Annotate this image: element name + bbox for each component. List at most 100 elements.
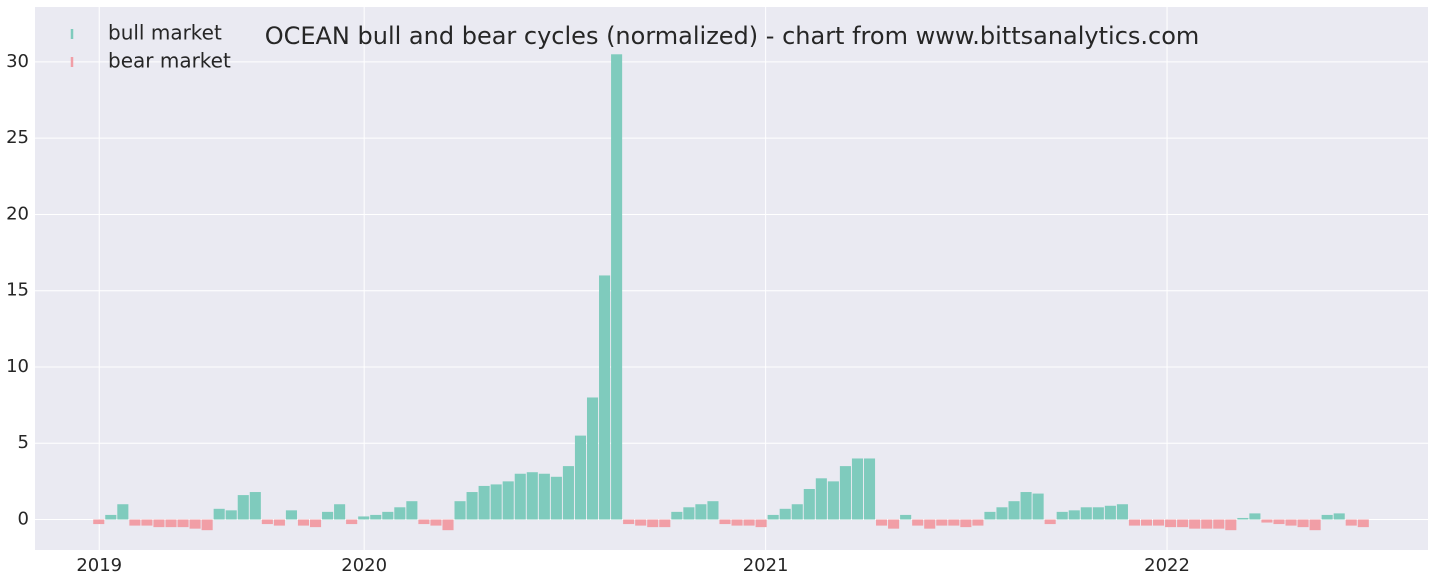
bar [1213, 519, 1225, 529]
bar [309, 519, 322, 528]
bars [93, 54, 1369, 531]
bar [490, 484, 502, 520]
bar [1092, 507, 1104, 520]
bar [695, 504, 707, 520]
bar [586, 397, 599, 520]
bar [225, 510, 237, 520]
bar [1345, 519, 1357, 526]
bar [972, 519, 984, 526]
bar [442, 519, 454, 531]
bar [406, 501, 418, 520]
bar [851, 458, 864, 520]
bar [791, 504, 803, 520]
bar [1333, 513, 1345, 520]
x-tick-label: 2021 [743, 555, 789, 576]
bar [1249, 513, 1261, 520]
bar [382, 511, 394, 520]
bar [261, 519, 273, 525]
bar [1165, 519, 1177, 528]
bar [1128, 519, 1141, 526]
bar [370, 514, 382, 520]
plot-area [35, 7, 1428, 550]
bar [683, 507, 695, 520]
bar [189, 519, 201, 529]
y-tick-label: 5 [18, 432, 29, 453]
bar [514, 473, 526, 520]
bar [599, 275, 611, 520]
bar [888, 519, 900, 529]
bar [1153, 519, 1165, 526]
bar [249, 492, 261, 520]
bar [1008, 501, 1020, 520]
bar [1285, 519, 1297, 526]
bar [1104, 505, 1116, 520]
legend-label: bear market [108, 49, 231, 73]
bar [165, 519, 177, 528]
bar [659, 519, 671, 528]
bar [430, 519, 442, 526]
bar [117, 504, 129, 520]
x-tick-label: 2019 [76, 555, 122, 576]
bar [1261, 519, 1273, 523]
bar [1189, 519, 1201, 529]
bar [1068, 510, 1080, 520]
bar [863, 458, 876, 520]
bar [1273, 519, 1285, 525]
bar [93, 519, 105, 525]
bar [960, 519, 972, 528]
legend-label: bull market [108, 21, 222, 45]
bar [297, 519, 310, 526]
bar [707, 501, 719, 520]
grid [35, 7, 1428, 550]
bar [1032, 493, 1044, 520]
bar [1177, 519, 1189, 528]
bar [719, 519, 731, 525]
bar [671, 511, 683, 520]
bar [743, 519, 755, 526]
bar [839, 466, 851, 520]
bar [984, 511, 996, 520]
bar [273, 519, 285, 526]
bar [1116, 504, 1128, 520]
bar [1321, 514, 1333, 520]
bar [334, 504, 346, 520]
bar [538, 473, 550, 520]
bar [755, 519, 767, 528]
bar [358, 516, 370, 520]
bar [803, 488, 815, 520]
bar [815, 478, 827, 520]
bar [105, 514, 117, 520]
bar [213, 508, 225, 520]
bar [574, 435, 587, 520]
bar [731, 519, 743, 526]
bar [827, 481, 839, 520]
bar [924, 519, 936, 529]
y-tick-label: 30 [6, 51, 29, 72]
bar [562, 466, 574, 520]
bar [1080, 507, 1092, 520]
bar [1297, 519, 1309, 528]
bar [611, 54, 623, 520]
bar [996, 507, 1008, 520]
bar [346, 519, 358, 525]
chart-title: OCEAN bull and bear cycles (normalized) … [265, 22, 1200, 50]
bar [1201, 519, 1213, 529]
bar [1020, 492, 1032, 520]
bar [1140, 519, 1153, 526]
bar [1309, 519, 1321, 531]
bar [948, 519, 960, 526]
bar [201, 519, 213, 531]
bar [647, 519, 659, 528]
bar [322, 511, 334, 520]
y-tick-label: 20 [6, 203, 29, 224]
bar [466, 492, 478, 520]
bar [141, 519, 153, 526]
y-tick-label: 25 [6, 127, 29, 148]
bar [767, 514, 779, 520]
bar [1056, 511, 1068, 520]
y-tick-label: 15 [6, 280, 29, 301]
bar [129, 519, 141, 526]
bar [478, 485, 490, 520]
